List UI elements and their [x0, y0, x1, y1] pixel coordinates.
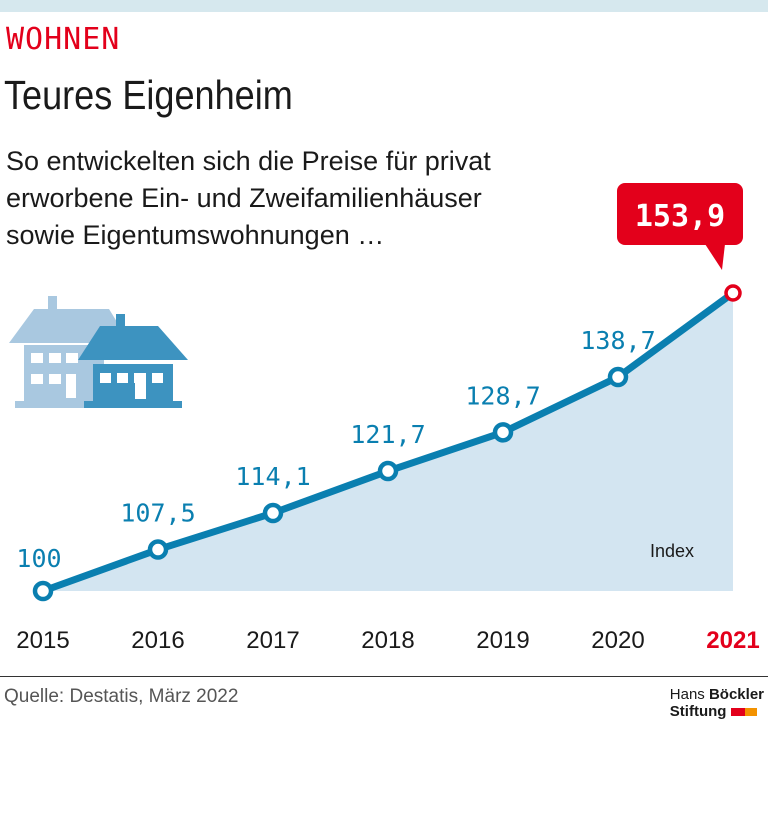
- data-point: [32, 580, 54, 602]
- subtitle-line: erworbene Ein- und Zweifamilienhäuser: [6, 183, 482, 213]
- x-tick-label: 2017: [246, 627, 299, 654]
- data-label: 114,1: [235, 462, 310, 491]
- data-point: [607, 366, 629, 388]
- data-label: 128,7: [465, 381, 540, 410]
- unit-label: Index: [650, 541, 694, 561]
- data-point: [147, 539, 169, 560]
- logo-text: Hans: [669, 686, 709, 703]
- divider: [0, 676, 768, 677]
- data-label: 107,5: [120, 499, 195, 528]
- subtitle: So entwickelten sich die Preise für priv…: [6, 143, 491, 254]
- data-label: 153,9: [635, 199, 725, 234]
- data-label: 100: [16, 544, 61, 573]
- subtitle-line: sowie Eigentumswohnungen …: [6, 220, 385, 250]
- x-tick-label: 2019: [476, 627, 529, 654]
- x-tick-label: 2016: [131, 627, 184, 654]
- data-point: [724, 284, 742, 302]
- x-tick-label: 2015: [16, 627, 69, 654]
- data-point: [377, 460, 399, 482]
- data-label: 121,7: [350, 420, 425, 449]
- area-fill: [43, 293, 733, 591]
- data-label: 138,7: [580, 326, 655, 355]
- logo: Hans Böckler Stiftung: [670, 686, 764, 720]
- data-point: [262, 502, 284, 524]
- x-tick-label: 2020: [591, 627, 644, 654]
- x-tick-label: 2018: [361, 627, 414, 654]
- highlight-callout: [617, 183, 743, 245]
- kicker: WOHNEN: [6, 22, 121, 57]
- top-bar: [0, 0, 768, 12]
- subtitle-line: So entwickelten sich die Preise für priv…: [6, 146, 491, 176]
- logo-text-bold: Böckler: [708, 686, 764, 703]
- x-tick-label: 2021: [706, 627, 759, 654]
- logo-text-bold: Stiftung: [669, 703, 727, 720]
- houses-icon: [9, 296, 188, 408]
- callout-pointer: [705, 244, 725, 270]
- data-point: [492, 422, 514, 443]
- source: Quelle: Destatis, März 2022: [4, 686, 239, 707]
- page-title: Teures Eigenheim: [4, 72, 293, 118]
